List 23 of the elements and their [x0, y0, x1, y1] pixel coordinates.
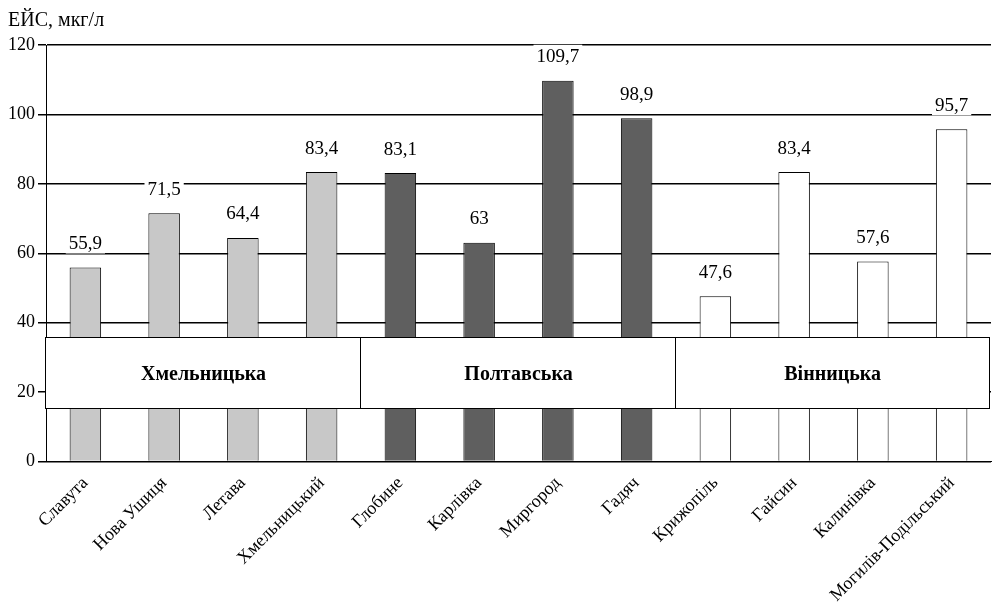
- y-tick-label: 0: [26, 450, 35, 471]
- y-tick-label: 120: [8, 33, 35, 54]
- data-label: 95,7: [935, 93, 969, 115]
- data-label: 63: [469, 207, 489, 229]
- data-label: 55,9: [68, 232, 102, 254]
- data-label: 64,4: [226, 202, 260, 224]
- data-label: 47,6: [698, 260, 732, 282]
- y-tick-label: 40: [17, 311, 35, 332]
- data-label: 83,1: [383, 137, 417, 159]
- data-label: 83,4: [305, 136, 339, 158]
- data-label: 83,4: [777, 136, 812, 158]
- data-label: 98,9: [620, 82, 654, 104]
- data-label: 57,6: [856, 226, 890, 248]
- region-label-box: Хмельницька: [45, 336, 362, 410]
- data-label: 71,5: [147, 177, 181, 199]
- y-tick-label: 80: [17, 172, 35, 193]
- y-tick-label: 60: [17, 242, 35, 263]
- region-label-box: Полтавська: [360, 336, 677, 410]
- y-axis-title: ЕЙС, мкг/л: [8, 8, 105, 31]
- region-label-box: Вінницька: [675, 336, 990, 410]
- y-tick-label: 100: [8, 103, 35, 124]
- data-label: 109,7: [536, 45, 580, 67]
- y-tick-label: 20: [17, 380, 35, 401]
